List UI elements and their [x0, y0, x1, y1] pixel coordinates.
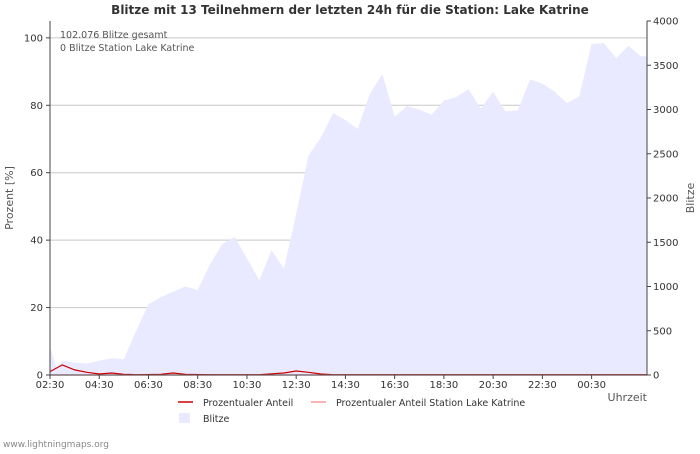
x-tick-label-9: 20:30 — [479, 380, 508, 391]
blitze-area-layer — [50, 43, 647, 375]
annotation-station: 0 Blitze Station Lake Katrine — [60, 43, 195, 54]
legend: Prozentualer Anteil Prozentualer Anteil … — [178, 398, 525, 425]
x-tick-label-2: 06:30 — [134, 380, 163, 391]
y-right-tick-label-2500: 2500 — [653, 149, 678, 160]
x-tick-label-3: 08:30 — [183, 380, 212, 391]
y-axis-right-label: Blitze — [684, 183, 697, 214]
legend-label-blitze: Blitze — [203, 414, 230, 425]
y-right-tick-label-0: 0 — [653, 371, 659, 382]
y-left-tick-label-0: 0 — [37, 371, 43, 382]
y-right-tick-label-1500: 1500 — [653, 238, 678, 249]
y-right-tick-label-3000: 3000 — [653, 105, 678, 116]
x-tick-label-1: 04:30 — [85, 380, 114, 391]
x-tick-label-6: 14:30 — [331, 380, 360, 391]
y-left-tick-label-20: 20 — [30, 303, 43, 314]
x-tick-label-11: 00:30 — [577, 380, 606, 391]
y-right-tick-label-1000: 1000 — [653, 282, 678, 293]
legend-label-anteil-station: Prozentualer Anteil Station Lake Katrine — [336, 398, 525, 409]
watermark: www.lightningmaps.org — [3, 440, 109, 450]
series-area-blitze — [50, 43, 647, 375]
y-right-tick-label-3500: 3500 — [653, 61, 678, 72]
x-tick-label-10: 22:30 — [528, 380, 557, 391]
annotation-total: 102.076 Blitze gesamt — [60, 30, 168, 41]
x-tick-label-8: 18:30 — [429, 380, 458, 391]
y-left-tick-label-60: 60 — [30, 168, 43, 179]
y-left-tick-label-40: 40 — [30, 236, 43, 247]
x-tick-label-7: 16:30 — [380, 380, 409, 391]
chart-title: Blitze mit 13 Teilnehmern der letzten 24… — [111, 3, 589, 17]
x-tick-label-0: 02:30 — [36, 380, 65, 391]
y-left-tick-label-100: 100 — [24, 33, 43, 44]
x-tick-label-4: 10:30 — [233, 380, 262, 391]
y-left-tick-label-80: 80 — [30, 101, 43, 112]
y-axis-left-label: Prozent [%] — [3, 166, 16, 230]
axes: 0204060801000500100015002000250030003500… — [24, 17, 679, 392]
y-right-tick-label-2000: 2000 — [653, 194, 678, 205]
y-right-tick-label-500: 500 — [653, 326, 672, 337]
legend-label-anteil: Prozentualer Anteil — [203, 398, 293, 409]
y-right-tick-label-4000: 4000 — [653, 17, 678, 28]
x-tick-label-5: 12:30 — [282, 380, 311, 391]
legend-swatch-blitze — [179, 413, 190, 423]
x-axis-label: Uhrzeit — [608, 391, 648, 404]
